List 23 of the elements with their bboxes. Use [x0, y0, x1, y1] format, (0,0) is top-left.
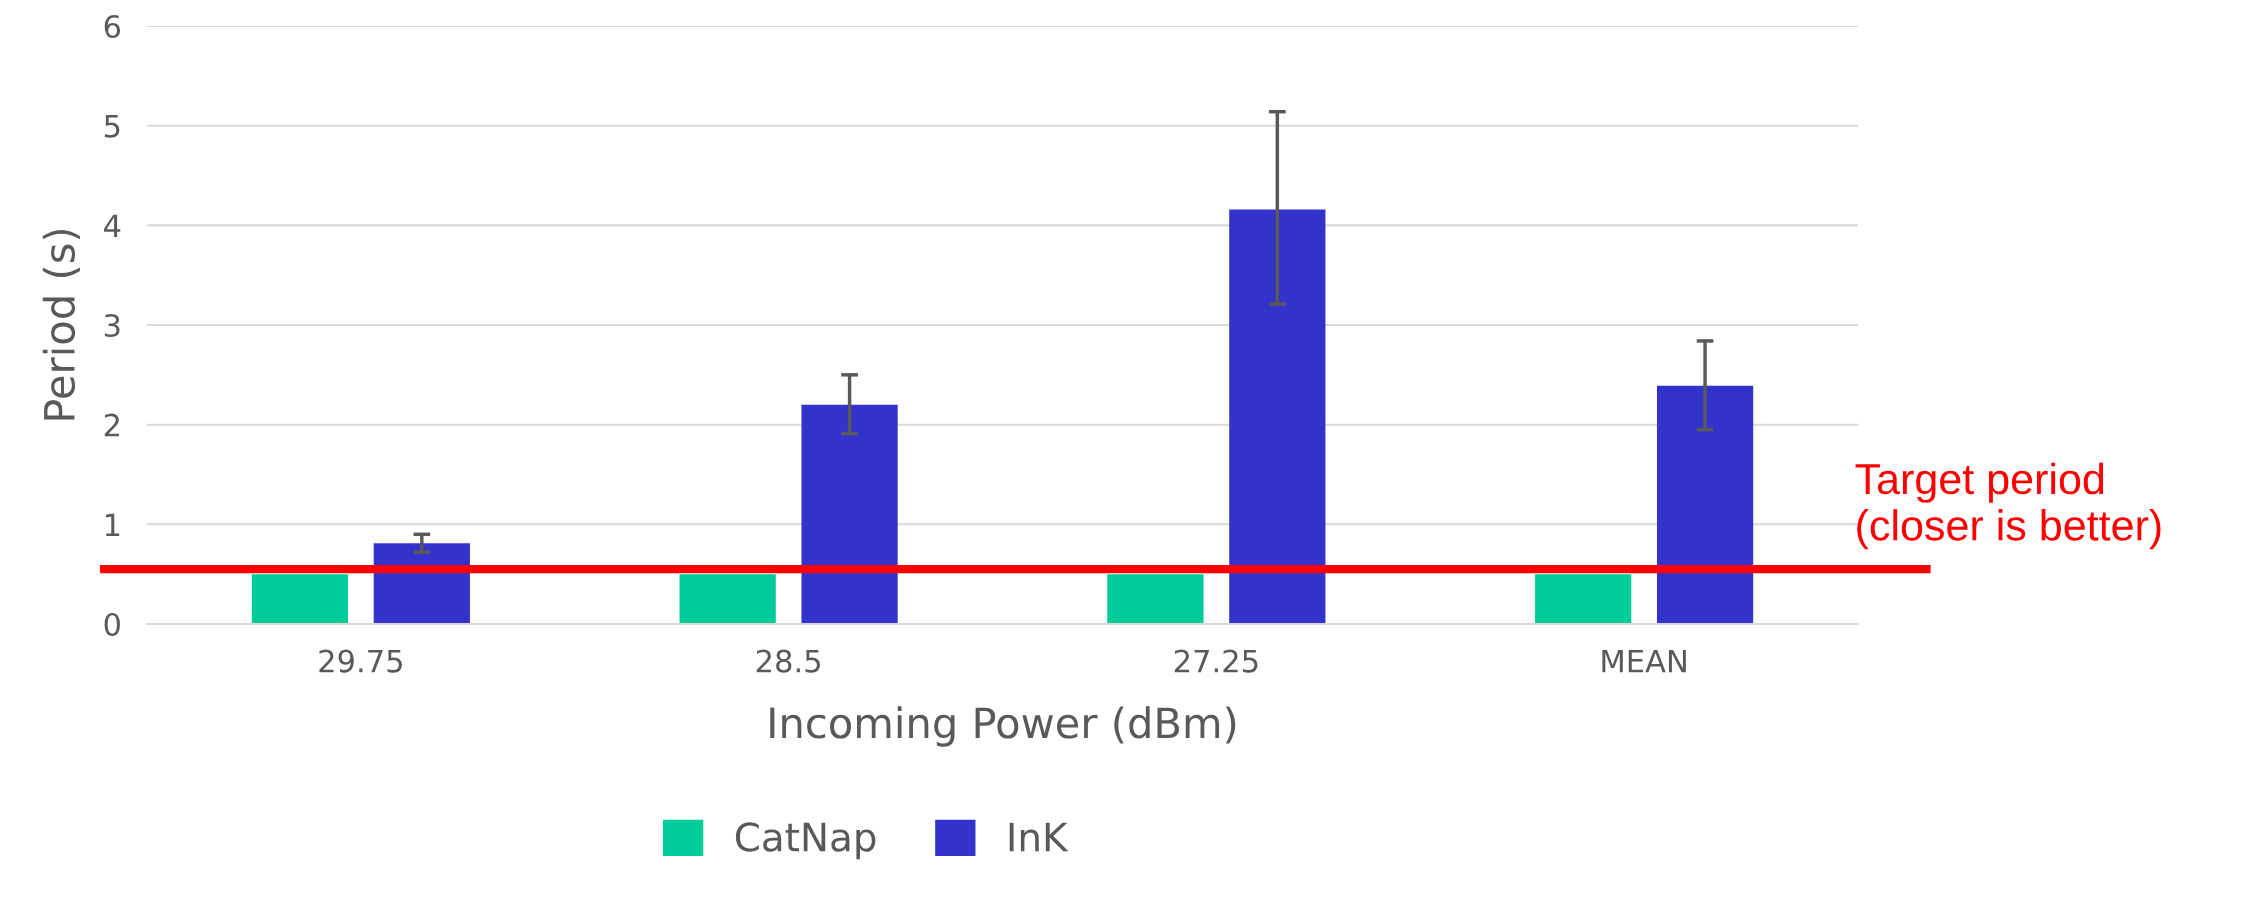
y-axis-title: Period (s): [42, 229, 80, 420]
bar: [251, 574, 349, 624]
x-axis-title: Incoming Power (dBm): [770, 706, 1236, 747]
y-tick-label: 6: [104, 14, 121, 39]
y-tick-label: 4: [104, 214, 121, 237]
ref-line-label: Target period (closer is better): [1855, 462, 2161, 550]
bar: [1107, 574, 1204, 624]
bar: [679, 574, 776, 624]
legend-label: InK: [1009, 822, 1069, 852]
bar: [1229, 209, 1326, 624]
bar: [1656, 385, 1754, 624]
y-tick-label: 2: [104, 413, 119, 437]
x-tick-label: 29.75: [319, 649, 402, 673]
bar: [1535, 574, 1632, 624]
bar: [801, 404, 898, 624]
y-tick-label: 3: [104, 313, 120, 338]
y-tick-label: 1: [105, 513, 120, 536]
legend-label: CatNap: [735, 822, 876, 860]
x-tick-label: MEAN: [1602, 649, 1686, 673]
y-tick-label: 5: [104, 115, 120, 138]
x-tick-label: 27.25: [1174, 649, 1258, 673]
y-tick-label: 0: [104, 612, 120, 637]
x-tick-label: 28.5: [756, 649, 820, 673]
